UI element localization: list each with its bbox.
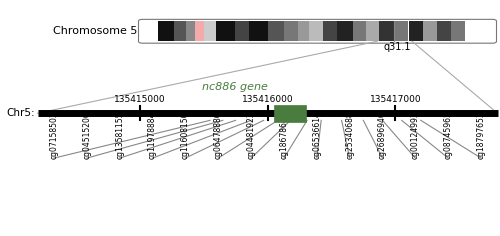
Text: cg11978884: cg11978884 — [148, 112, 157, 159]
Bar — [408, 21, 422, 41]
Bar — [284, 21, 298, 41]
Text: cg13581155: cg13581155 — [115, 112, 124, 159]
Bar — [249, 21, 268, 41]
Bar — [274, 105, 306, 122]
Text: 135415000: 135415000 — [114, 95, 166, 104]
Text: cg06478886: cg06478886 — [214, 112, 222, 159]
Text: cg26896946: cg26896946 — [378, 112, 387, 159]
Bar — [352, 21, 366, 41]
Text: nc886 gene: nc886 gene — [202, 82, 268, 92]
Bar — [268, 21, 284, 41]
Bar — [422, 21, 436, 41]
Bar — [142, 21, 158, 41]
Bar — [337, 21, 352, 41]
Text: cg25340688: cg25340688 — [345, 112, 354, 159]
Bar — [298, 21, 309, 41]
Bar — [204, 21, 216, 41]
Bar — [379, 21, 394, 41]
Bar — [158, 21, 174, 41]
Bar — [236, 21, 249, 41]
Text: q31.1: q31.1 — [383, 42, 410, 52]
Bar — [216, 21, 235, 41]
Bar — [366, 21, 379, 41]
Text: cg08745965: cg08745965 — [444, 111, 452, 159]
Bar — [195, 21, 204, 41]
Bar — [323, 21, 337, 41]
Text: cg06536614: cg06536614 — [312, 111, 322, 159]
Bar — [394, 21, 408, 41]
Bar — [464, 21, 492, 41]
Text: cg04515200: cg04515200 — [82, 112, 92, 159]
Text: cg00124993: cg00124993 — [411, 112, 420, 159]
Text: Chromosome 5: Chromosome 5 — [53, 26, 138, 36]
FancyBboxPatch shape — [138, 19, 496, 43]
Text: Chr5:: Chr5: — [6, 108, 35, 118]
Text: cg11608150: cg11608150 — [181, 112, 190, 159]
Text: cg18678645: cg18678645 — [280, 112, 288, 159]
Text: cg18797653: cg18797653 — [476, 112, 486, 159]
Bar — [174, 21, 186, 41]
Bar — [308, 21, 322, 41]
Text: 135416000: 135416000 — [242, 95, 294, 104]
Bar — [436, 21, 450, 41]
Bar — [450, 21, 464, 41]
Text: cg04481923: cg04481923 — [246, 112, 256, 159]
Text: cg07158503: cg07158503 — [50, 112, 58, 159]
Bar — [186, 21, 195, 41]
Text: 135417000: 135417000 — [370, 95, 421, 104]
